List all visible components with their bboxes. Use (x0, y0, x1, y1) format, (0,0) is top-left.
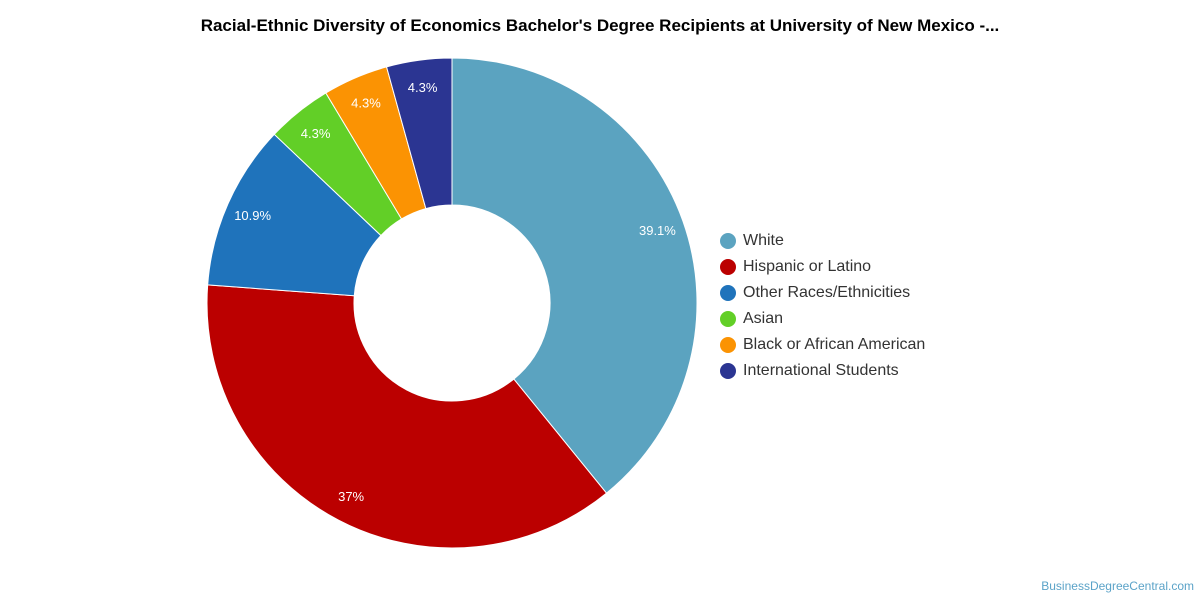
legend-label: Other Races/Ethnicities (743, 284, 911, 301)
chart-title: Racial-Ethnic Diversity of Economics Bac… (200, 16, 1000, 35)
slice-label-white: 39.1% (639, 223, 676, 238)
legend-item-other-races-ethnicities[interactable]: Other Races/Ethnicities (720, 280, 925, 306)
legend-swatch (720, 233, 736, 249)
legend-label: International Students (743, 362, 899, 379)
slice-label-asian: 4.3% (301, 126, 331, 141)
legend-item-asian[interactable]: Asian (720, 306, 925, 332)
legend-label: Hispanic or Latino (743, 258, 872, 275)
legend-swatch (720, 285, 736, 301)
slice-label-hispanic-or-latino: 37% (338, 489, 364, 504)
chart-legend: White Hispanic or Latino Other Races/Ethni… (720, 228, 925, 384)
legend-item-white[interactable]: White (720, 228, 925, 254)
legend-label: Asian (743, 310, 784, 327)
legend-swatch (720, 363, 736, 379)
legend-swatch (720, 259, 736, 275)
legend-item-black-or-african-american[interactable]: Black or African American (720, 332, 925, 358)
legend-item-hispanic-or-latino[interactable]: Hispanic or Latino (720, 254, 925, 280)
legend-label: White (743, 232, 784, 249)
legend-swatch (720, 337, 736, 353)
slice-white[interactable] (451, 57, 698, 494)
legend-item-international-students[interactable]: International Students (720, 358, 925, 384)
legend-label: Black or African American (743, 336, 926, 353)
legend-swatch (720, 311, 736, 327)
slice-label-other-races-ethnicities: 10.9% (234, 208, 271, 223)
site-watermark[interactable]: BusinessDegreeCentral.com (1041, 579, 1194, 593)
slice-international-students[interactable] (385, 57, 453, 210)
slice-label-black-or-african-american: 4.3% (351, 96, 381, 111)
slice-hispanic-or-latino[interactable] (206, 284, 608, 549)
slice-label-international-students: 4.3% (408, 80, 438, 95)
